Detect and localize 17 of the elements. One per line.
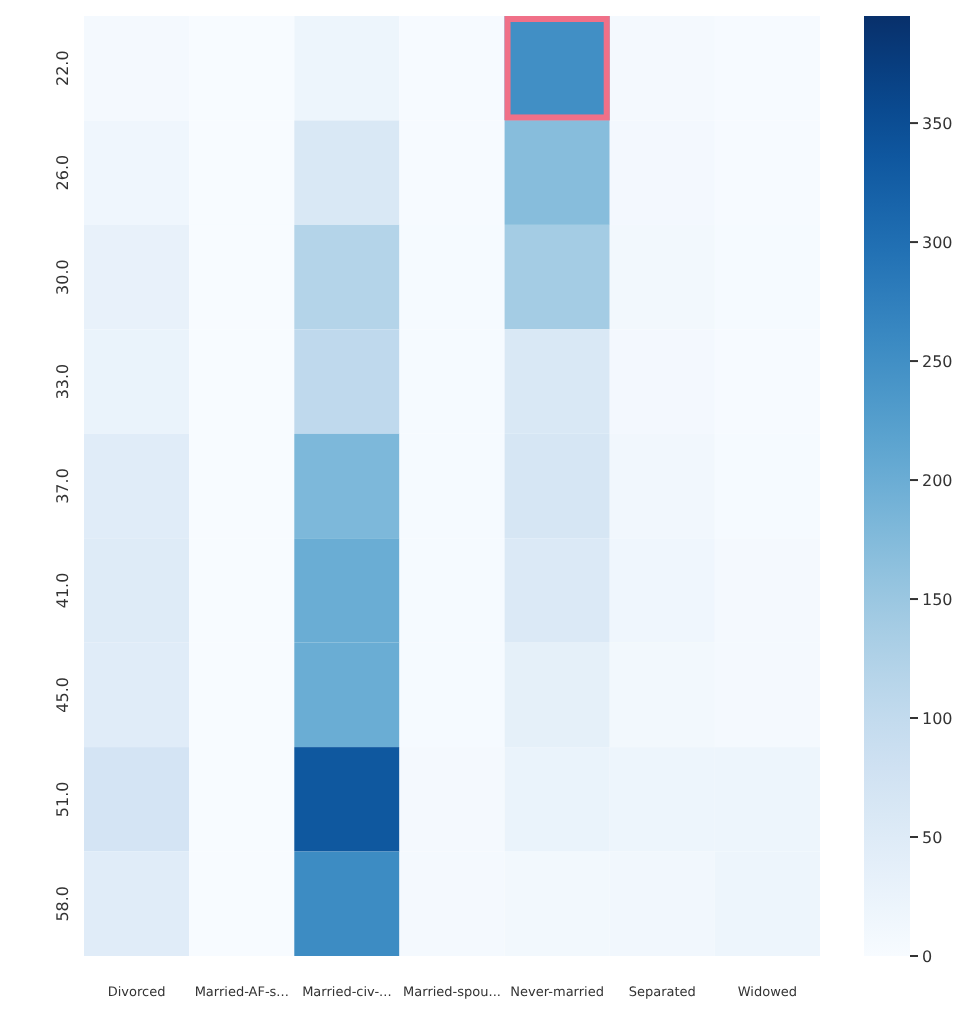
color-bar-label: 200 — [922, 472, 953, 491]
color-bar-label: 150 — [922, 591, 953, 610]
color-bar-label: 250 — [922, 353, 953, 372]
y-tick-label: 58.0 — [54, 885, 72, 922]
color-bar-label: 100 — [922, 710, 953, 729]
color-bar-label: 50 — [922, 829, 943, 848]
y-tick-label: 41.0 — [54, 572, 72, 609]
color-bar-label: 0 — [922, 948, 933, 966]
color-bar-label: 300 — [922, 234, 953, 253]
y-tick-label: 33.0 — [54, 363, 72, 400]
y-tick-label: 22.0 — [54, 50, 72, 87]
y-tick-label: 45.0 — [54, 677, 72, 713]
y-tick-label: 51.0 — [54, 781, 72, 818]
y-tick-label: 26.0 — [54, 154, 72, 191]
color-bar-label: 350 — [922, 115, 953, 134]
y-tick-label: 30.0 — [54, 259, 72, 295]
y-tick-label: 37.0 — [54, 468, 72, 504]
